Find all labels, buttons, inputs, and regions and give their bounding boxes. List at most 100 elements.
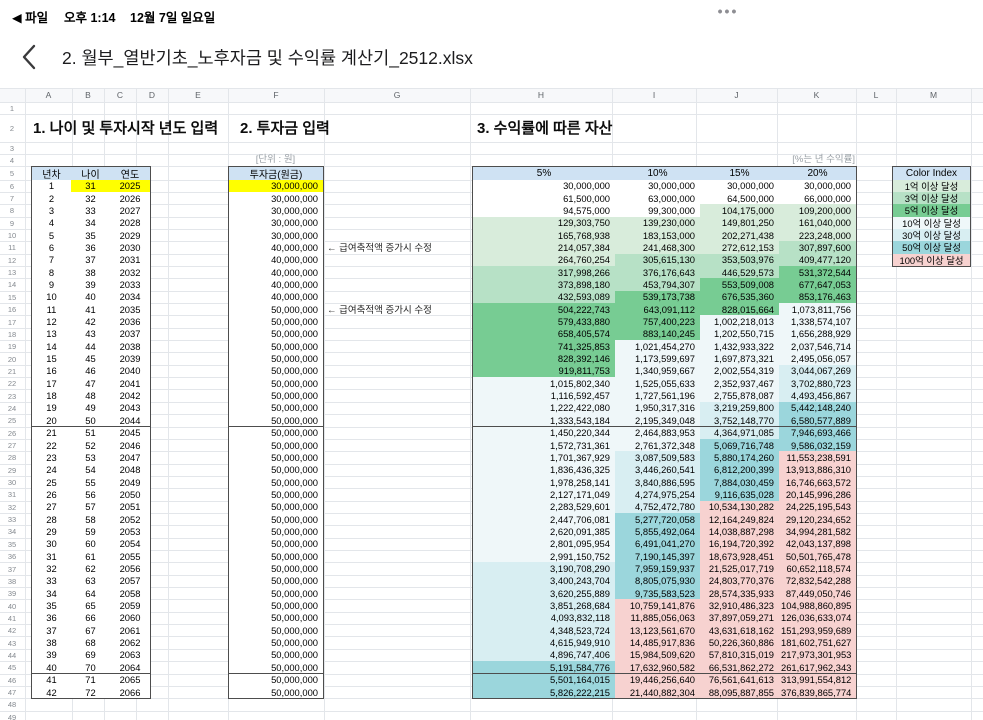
asset-value-cell[interactable]: 5,442,148,240 — [779, 401, 857, 416]
asset-value-cell[interactable]: 4,274,975,254 — [615, 488, 701, 502]
calendar-year-cell[interactable]: 2034 — [110, 290, 151, 304]
year-index-cell[interactable]: 5 — [31, 228, 72, 243]
row-header-29[interactable]: 29 — [7, 465, 17, 475]
asset-value-cell[interactable]: 1,021,454,270 — [615, 340, 701, 354]
asset-value-cell[interactable]: 1,202,550,715 — [700, 327, 780, 342]
row-header-23[interactable]: 23 — [7, 391, 17, 401]
column-header-K[interactable]: K — [813, 90, 820, 100]
age-cell[interactable]: 50 — [71, 414, 111, 428]
asset-value-cell[interactable]: 658,405,574 — [472, 327, 616, 342]
calendar-year-cell[interactable]: 2047 — [110, 451, 151, 465]
age-cell[interactable]: 54 — [71, 463, 111, 477]
year-index-cell[interactable]: 7 — [31, 253, 72, 267]
asset-value-cell[interactable]: 1,836,436,325 — [472, 463, 616, 477]
principal-cell[interactable]: 50,000,000 — [228, 414, 324, 428]
asset-value-cell[interactable]: 17,632,960,582 — [615, 661, 701, 675]
principal-cell[interactable]: 50,000,000 — [228, 550, 324, 564]
calendar-year-cell[interactable]: 2059 — [110, 599, 151, 613]
calendar-year-cell[interactable]: 2064 — [110, 661, 151, 675]
principal-cell[interactable]: 50,000,000 — [228, 315, 324, 329]
asset-value-cell[interactable]: 88,095,887,855 — [700, 685, 780, 700]
year-index-cell[interactable]: 1 — [31, 179, 72, 193]
principal-cell[interactable]: 50,000,000 — [228, 562, 324, 576]
row-header-45[interactable]: 45 — [7, 663, 17, 673]
age-cell[interactable]: 43 — [71, 327, 111, 342]
rate-header[interactable]: 15% — [700, 166, 780, 181]
asset-value-cell[interactable]: 3,702,880,723 — [779, 377, 857, 391]
asset-value-cell[interactable]: 18,673,928,451 — [700, 550, 780, 564]
color-index-entry[interactable]: 3억 이상 달성 — [892, 191, 971, 206]
row-header-24[interactable]: 24 — [7, 403, 17, 413]
row-header-41[interactable]: 41 — [7, 613, 17, 623]
asset-value-cell[interactable]: 57,810,315,019 — [700, 648, 780, 663]
color-index-entry[interactable]: 100억 이상 달성 — [892, 253, 971, 267]
asset-value-cell[interactable]: 63,000,000 — [615, 191, 701, 206]
asset-value-cell[interactable]: 579,433,880 — [472, 315, 616, 329]
asset-value-cell[interactable]: 29,120,234,652 — [779, 512, 857, 527]
row-header-14[interactable]: 14 — [7, 280, 17, 290]
back-chevron-icon[interactable] — [20, 44, 38, 70]
asset-value-cell[interactable]: 43,631,618,162 — [700, 624, 780, 638]
age-cell[interactable]: 40 — [71, 290, 111, 304]
asset-value-cell[interactable]: 99,300,000 — [615, 204, 701, 218]
asset-value-cell[interactable]: 264,760,254 — [472, 253, 616, 267]
asset-value-cell[interactable]: 104,175,000 — [700, 204, 780, 218]
asset-value-cell[interactable]: 1,222,422,080 — [472, 401, 616, 416]
age-cell[interactable]: 31 — [71, 179, 111, 193]
asset-value-cell[interactable]: 6,580,577,889 — [779, 414, 857, 428]
principal-cell[interactable]: 50,000,000 — [228, 303, 324, 317]
asset-value-cell[interactable]: 9,116,635,028 — [700, 488, 780, 502]
asset-value-cell[interactable]: 30,000,000 — [615, 179, 701, 193]
calendar-year-cell[interactable]: 2053 — [110, 525, 151, 539]
rate-header[interactable]: 20% — [779, 166, 857, 181]
calendar-year-cell[interactable]: 2052 — [110, 512, 151, 527]
age-cell[interactable]: 53 — [71, 451, 111, 465]
asset-value-cell[interactable]: 4,493,456,867 — [779, 389, 857, 403]
calendar-year-cell[interactable]: 2042 — [110, 389, 151, 403]
calendar-year-cell[interactable]: 2039 — [110, 352, 151, 366]
age-cell[interactable]: 59 — [71, 525, 111, 539]
year-index-cell[interactable]: 9 — [31, 278, 72, 292]
asset-value-cell[interactable]: 531,372,544 — [779, 265, 857, 280]
year-index-cell[interactable]: 29 — [31, 525, 72, 539]
row-header-40[interactable]: 40 — [7, 601, 17, 611]
asset-value-cell[interactable]: 34,994,281,582 — [779, 525, 857, 539]
asset-value-cell[interactable]: 14,485,917,836 — [615, 636, 701, 650]
calendar-year-cell[interactable]: 2033 — [110, 278, 151, 292]
asset-value-cell[interactable]: 14,038,887,298 — [700, 525, 780, 539]
age-cell[interactable]: 52 — [71, 438, 111, 453]
asset-value-cell[interactable]: 66,000,000 — [779, 191, 857, 206]
asset-value-cell[interactable]: 2,002,554,319 — [700, 364, 780, 379]
calendar-year-cell[interactable]: 2058 — [110, 587, 151, 601]
row-header-26[interactable]: 26 — [7, 428, 17, 438]
principal-cell[interactable]: 50,000,000 — [228, 673, 324, 687]
principal-cell[interactable]: 50,000,000 — [228, 352, 324, 366]
row-header-47[interactable]: 47 — [7, 688, 17, 698]
asset-value-cell[interactable]: 376,839,865,774 — [779, 685, 857, 700]
asset-value-cell[interactable]: 214,057,384 — [472, 241, 616, 255]
row-header-25[interactable]: 25 — [7, 416, 17, 426]
column-header-C[interactable]: C — [116, 90, 124, 100]
row-header-33[interactable]: 33 — [7, 515, 17, 525]
row-header-27[interactable]: 27 — [7, 441, 17, 451]
asset-value-cell[interactable]: 1,950,317,316 — [615, 401, 701, 416]
asset-value-cell[interactable]: 223,248,000 — [779, 228, 857, 243]
asset-value-cell[interactable]: 307,897,600 — [779, 241, 857, 255]
asset-value-cell[interactable]: 50,226,360,886 — [700, 636, 780, 650]
asset-value-cell[interactable]: 373,898,180 — [472, 278, 616, 292]
asset-value-cell[interactable]: 1,978,258,141 — [472, 475, 616, 490]
asset-value-cell[interactable]: 50,501,765,478 — [779, 550, 857, 564]
age-cell[interactable]: 68 — [71, 636, 111, 650]
principal-cell[interactable]: 30,000,000 — [228, 228, 324, 243]
principal-cell[interactable]: 50,000,000 — [228, 475, 324, 490]
asset-value-cell[interactable]: 30,000,000 — [779, 179, 857, 193]
year-index-cell[interactable]: 42 — [31, 685, 72, 700]
row-header-13[interactable]: 13 — [7, 268, 17, 278]
left-table-header[interactable]: 년차 — [31, 166, 72, 181]
principal-cell[interactable]: 50,000,000 — [228, 685, 324, 700]
age-cell[interactable]: 45 — [71, 352, 111, 366]
year-index-cell[interactable]: 30 — [31, 537, 72, 551]
age-cell[interactable]: 37 — [71, 253, 111, 267]
asset-value-cell[interactable]: 1,701,367,929 — [472, 451, 616, 465]
asset-value-cell[interactable]: 2,127,171,049 — [472, 488, 616, 502]
